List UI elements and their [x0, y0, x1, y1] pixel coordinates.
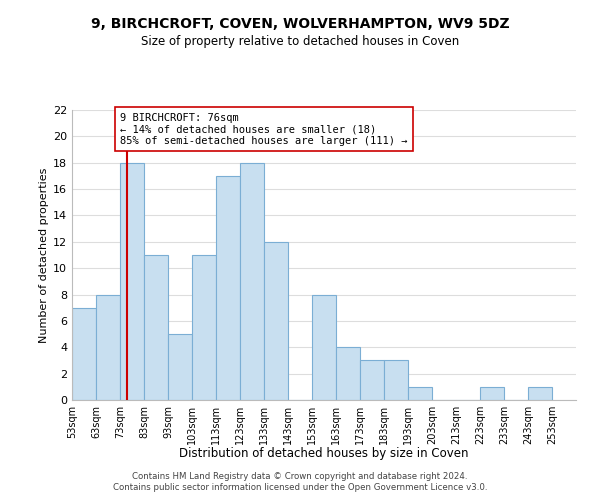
Bar — [384, 360, 408, 400]
Bar — [240, 162, 264, 400]
Bar — [216, 176, 240, 400]
Bar — [96, 294, 120, 400]
Bar — [336, 348, 360, 400]
Bar — [264, 242, 288, 400]
Bar — [168, 334, 192, 400]
X-axis label: Distribution of detached houses by size in Coven: Distribution of detached houses by size … — [179, 447, 469, 460]
Bar — [192, 255, 216, 400]
Bar — [72, 308, 96, 400]
Text: Contains HM Land Registry data © Crown copyright and database right 2024.: Contains HM Land Registry data © Crown c… — [132, 472, 468, 481]
Text: Contains public sector information licensed under the Open Government Licence v3: Contains public sector information licen… — [113, 484, 487, 492]
Y-axis label: Number of detached properties: Number of detached properties — [39, 168, 49, 342]
Bar — [144, 255, 168, 400]
Bar — [360, 360, 384, 400]
Text: 9, BIRCHCROFT, COVEN, WOLVERHAMPTON, WV9 5DZ: 9, BIRCHCROFT, COVEN, WOLVERHAMPTON, WV9… — [91, 18, 509, 32]
Bar — [528, 387, 552, 400]
Text: 9 BIRCHCROFT: 76sqm
← 14% of detached houses are smaller (18)
85% of semi-detach: 9 BIRCHCROFT: 76sqm ← 14% of detached ho… — [120, 112, 407, 146]
Bar — [408, 387, 432, 400]
Bar — [120, 162, 144, 400]
Bar — [480, 387, 504, 400]
Bar — [312, 294, 336, 400]
Text: Size of property relative to detached houses in Coven: Size of property relative to detached ho… — [141, 35, 459, 48]
